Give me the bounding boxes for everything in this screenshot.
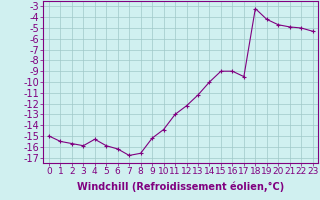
X-axis label: Windchill (Refroidissement éolien,°C): Windchill (Refroidissement éolien,°C) [77,182,284,192]
